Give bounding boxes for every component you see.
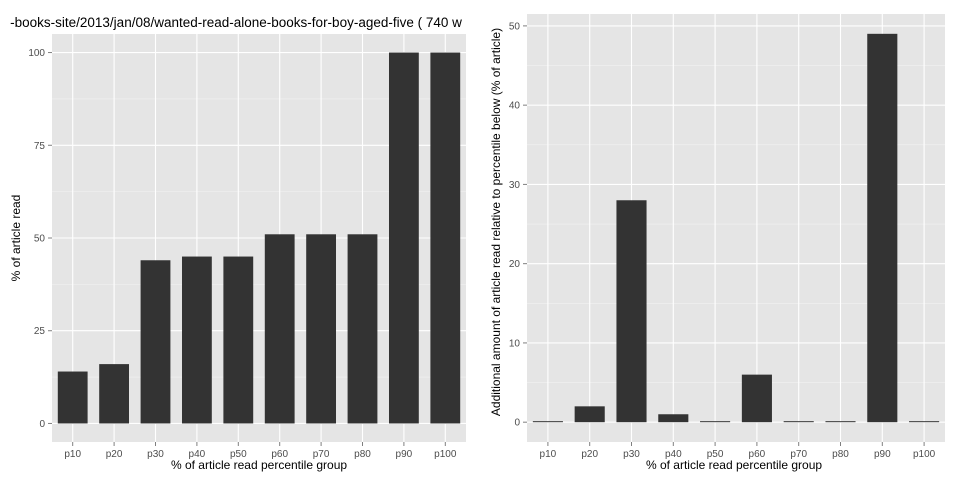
chart-2-x-tick-label: p90: [874, 449, 891, 460]
chart-2-x-tick-label: p50: [707, 449, 724, 460]
chart-2-y-tick-label: 50: [509, 21, 521, 32]
chart-2-x-tick-label: p100: [913, 449, 936, 460]
chart-1-title: -books-site/2013/jan/08/wanted-read-alon…: [10, 15, 462, 30]
chart-1-x-tick-label: p50: [230, 449, 247, 460]
chart-2-y-tick-label: 20: [509, 259, 521, 270]
chart-2-x-ticks: p10 p20 p30 p40 p50 p60 p70 p80 p90 p100: [540, 442, 936, 460]
chart-2-y-tick-label: 0: [514, 418, 520, 429]
chart-2-x-tick-label: p30: [623, 449, 640, 460]
chart-2-bar-p70: [783, 421, 814, 423]
chart-2-major-grid: [527, 14, 945, 442]
chart-1-y-tick-label: 50: [34, 234, 46, 245]
chart-1-bar-p80: [347, 234, 378, 424]
chart-2-bar-p90: [867, 33, 898, 423]
chart-1-x-tick-label: p70: [313, 449, 330, 460]
chart-1-bar-p10: [57, 371, 88, 424]
chart-2-x-tick-label: p20: [581, 449, 598, 460]
chart-2-y-tick-label: 40: [509, 101, 521, 112]
chart-2-bars: [532, 33, 940, 423]
chart-2-x-axis-title: % of article read percentile group: [646, 458, 822, 472]
chart-2-bar-p60: [741, 374, 772, 423]
chart-2-y-tick-label: 30: [509, 180, 521, 191]
chart-2-y-tick-label: 10: [509, 338, 521, 349]
chart-2-x-tick-label: p40: [665, 449, 682, 460]
chart-1-y-tick-label: 75: [34, 141, 46, 152]
chart-1-x-axis-title: % of article read percentile group: [171, 458, 347, 472]
chart-1-bar-p100: [430, 52, 461, 424]
chart-1-x-tick-label: p90: [396, 449, 413, 460]
chart-1-y-axis-title: % of article read: [9, 195, 23, 282]
chart-1-x-tick-label: p20: [106, 449, 123, 460]
chart-2-bar-p20: [574, 406, 605, 423]
chart-1-x-tick-label: p80: [354, 449, 371, 460]
chart-1-y-tick-label: 0: [39, 419, 45, 430]
chart-2-bar-p100: [909, 421, 940, 423]
chart-2-x-tick-label: p10: [540, 449, 557, 460]
chart-1-bar-p70: [306, 234, 337, 424]
chart-1-bars: [57, 52, 461, 424]
chart-1-bar-p40: [181, 256, 212, 424]
chart-1-bar-p90: [388, 52, 419, 424]
chart-2-x-tick-label: p60: [749, 449, 766, 460]
chart-1-bar-p30: [140, 260, 171, 424]
chart-1-y-ticks: 0 25 50 75 100: [28, 48, 52, 430]
chart-2-x-tick-label: p80: [832, 449, 849, 460]
chart-2-bar-p50: [700, 421, 731, 423]
chart-1-x-tick-label: p40: [189, 449, 206, 460]
chart-2-bar-p80: [825, 421, 856, 423]
chart-2-x-tick-label: p70: [790, 449, 807, 460]
chart-2-bar-p40: [658, 414, 689, 423]
chart-1-y-tick-label: 100: [28, 48, 45, 59]
chart-2-y-ticks: 0 10 20 30 40 50: [509, 21, 527, 429]
chart-1-bar-p50: [223, 256, 254, 424]
chart-2-bar-p30: [616, 200, 647, 423]
chart-1-x-ticks: p10 p20 p30 p40 p50 p60 p70 p80 p90 p100: [64, 442, 457, 460]
chart-1-bar-p20: [99, 364, 130, 424]
chart-2-bar-p10: [532, 421, 563, 423]
chart-1-x-tick-label: p30: [147, 449, 164, 460]
chart-2-y-axis-title: Additional amount of article read relati…: [489, 28, 503, 416]
chart-1-bar-p60: [264, 234, 295, 424]
chart-1-x-tick-label: p10: [64, 449, 81, 460]
chart-1-x-tick-label: p60: [271, 449, 288, 460]
chart-1-x-tick-label: p100: [434, 449, 457, 460]
chart-1-y-tick-label: 25: [34, 326, 46, 337]
